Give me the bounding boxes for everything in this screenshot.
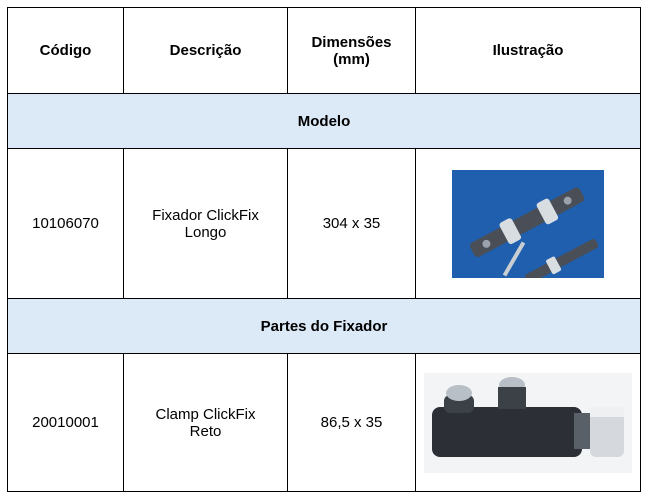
dimension-cell: 86,5 x 35 bbox=[287, 353, 416, 492]
section-title: Partes do Fixador bbox=[7, 298, 641, 354]
code-cell: 20010001 bbox=[7, 353, 124, 492]
header-cell: Código bbox=[7, 7, 124, 94]
illustration-cell bbox=[415, 148, 641, 299]
illustration-cell bbox=[415, 353, 641, 492]
section-row: Partes do Fixador bbox=[7, 298, 641, 354]
header-row: Código Descrição Dimensões (mm) Ilustraç… bbox=[7, 7, 641, 94]
description-cell: Fixador ClickFix Longo bbox=[123, 148, 288, 299]
header-cell: Ilustração bbox=[415, 7, 641, 94]
header-cell: Descrição bbox=[123, 7, 288, 94]
product-table: Código Descrição Dimensões (mm) Ilustraç… bbox=[7, 7, 641, 492]
illustration bbox=[424, 372, 632, 473]
description-cell: Clamp ClickFix Reto bbox=[123, 353, 288, 492]
data-row: 10106070 Fixador ClickFix Longo 304 x 35 bbox=[7, 148, 641, 299]
section-title: Modelo bbox=[7, 93, 641, 149]
code-cell: 10106070 bbox=[7, 148, 124, 299]
illustration bbox=[452, 169, 604, 278]
data-row: 20010001 Clamp ClickFix Reto 86,5 x 35 bbox=[7, 353, 641, 492]
header-cell: Dimensões (mm) bbox=[287, 7, 416, 94]
section-row: Modelo bbox=[7, 93, 641, 149]
dimension-cell: 304 x 35 bbox=[287, 148, 416, 299]
